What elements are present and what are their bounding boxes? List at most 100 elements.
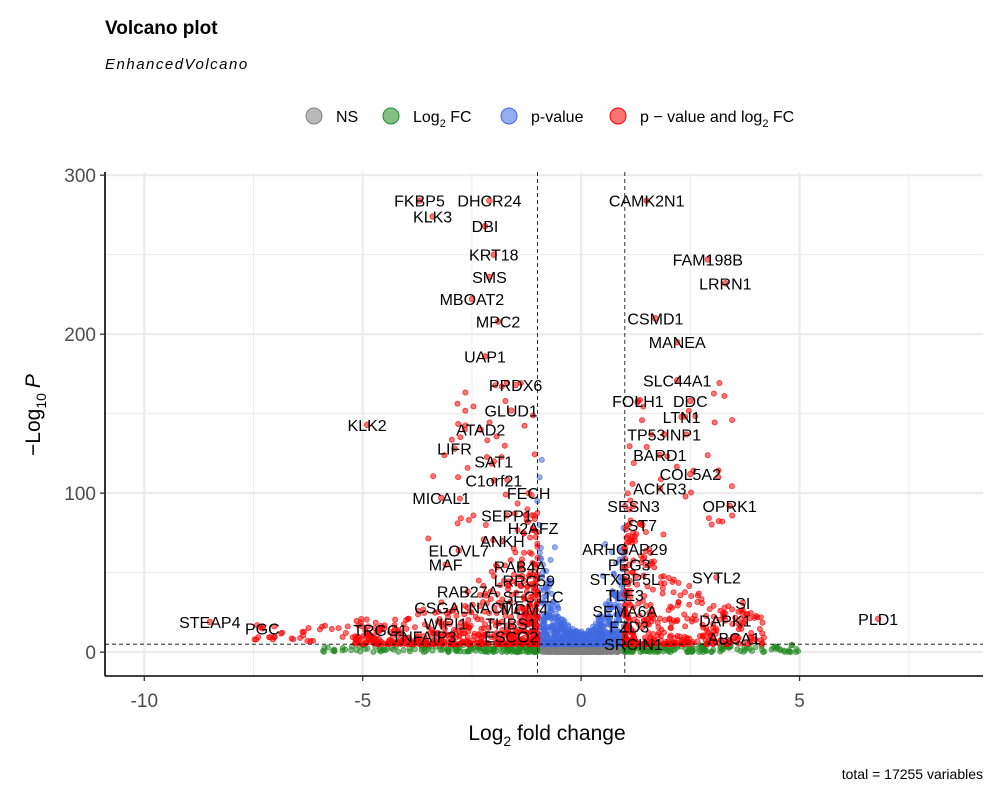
point-fc-p bbox=[634, 581, 641, 588]
chart-subtitle: EnhancedVolcano bbox=[105, 56, 249, 73]
point-fc-p bbox=[729, 417, 736, 424]
gene-label: ST7 bbox=[628, 518, 657, 535]
point-fc bbox=[734, 646, 741, 653]
gene-label: GLUD1 bbox=[485, 404, 538, 421]
point-fc-p bbox=[462, 389, 469, 396]
gene-label: LRRN1 bbox=[699, 276, 752, 293]
x-axis-title: Log2 fold change bbox=[468, 722, 625, 749]
point-p bbox=[608, 549, 615, 555]
point-p bbox=[569, 626, 576, 632]
gene-label: MBOAT2 bbox=[440, 292, 505, 309]
point-fc-p bbox=[354, 638, 361, 645]
gene-label: ACKR3 bbox=[633, 481, 686, 498]
points-fc-p bbox=[206, 197, 882, 648]
x-title-main: Log bbox=[468, 722, 503, 745]
point-fc-p bbox=[463, 637, 470, 644]
point-p bbox=[578, 639, 585, 646]
x-tick-label: 5 bbox=[794, 691, 805, 712]
point-fc bbox=[788, 642, 795, 648]
point-fc-p bbox=[650, 631, 656, 638]
y-tick-label: 300 bbox=[64, 166, 96, 187]
point-p bbox=[543, 582, 550, 588]
y-tick-label: 100 bbox=[64, 484, 96, 505]
gene-label: SLC44A1 bbox=[643, 373, 712, 390]
point-fc-p bbox=[682, 623, 689, 630]
gene-label: FZD3 bbox=[609, 620, 649, 637]
point-fc-p bbox=[425, 535, 432, 542]
point-fc-p bbox=[624, 490, 631, 497]
gene-label: SMS bbox=[472, 270, 507, 287]
point-p bbox=[602, 541, 609, 547]
x-tick-label: 0 bbox=[576, 691, 587, 712]
point-fc-p bbox=[478, 616, 485, 623]
point-fc-p bbox=[711, 419, 718, 426]
point-fc-p bbox=[462, 407, 469, 414]
legend-label-main: p-value bbox=[531, 109, 584, 126]
point-p bbox=[593, 638, 600, 645]
point-fc-p bbox=[639, 417, 645, 424]
point-fc-p bbox=[710, 390, 717, 397]
point-fc-p bbox=[454, 520, 461, 527]
point-fc bbox=[710, 646, 717, 653]
point-fc bbox=[445, 648, 452, 655]
gene-label: CSMD1 bbox=[627, 311, 683, 328]
point-fc bbox=[482, 647, 489, 654]
legend-swatch-fc_p bbox=[609, 107, 627, 125]
point-ns bbox=[594, 649, 601, 656]
point-fc bbox=[759, 646, 766, 653]
gene-label: MAF bbox=[429, 558, 463, 575]
gene-label: STXBP5L bbox=[590, 572, 660, 589]
legend-label: p-value bbox=[531, 109, 584, 126]
point-fc-p bbox=[526, 549, 533, 556]
point-fc-p bbox=[693, 616, 699, 623]
point-fc-p bbox=[455, 474, 462, 481]
gene-label: FECH bbox=[507, 486, 551, 503]
point-p bbox=[547, 556, 554, 563]
legend-label-sub: 2 bbox=[440, 118, 446, 130]
point-fc-p bbox=[470, 640, 477, 647]
point-p bbox=[551, 544, 558, 551]
point-fc-p bbox=[719, 518, 726, 525]
point-p bbox=[600, 572, 606, 579]
point-fc-p bbox=[656, 615, 663, 622]
gene-label: TLE3 bbox=[606, 588, 644, 605]
point-fc-p bbox=[665, 607, 672, 614]
gene-label: FAM198B bbox=[673, 252, 743, 269]
gene-label: PLD1 bbox=[858, 612, 898, 629]
y-title-sub: 10 bbox=[33, 393, 49, 409]
point-fc-p bbox=[521, 549, 528, 556]
point-fc bbox=[467, 648, 473, 654]
point-fc bbox=[364, 645, 371, 652]
legend: NS Log2 FC p-value p − value and log2 FC bbox=[305, 107, 794, 130]
point-fc-p bbox=[404, 616, 411, 622]
gridlines bbox=[105, 172, 983, 676]
point-fc-p bbox=[721, 392, 728, 399]
point-p bbox=[611, 589, 617, 596]
point-fc-p bbox=[524, 506, 531, 513]
point-p bbox=[552, 610, 559, 617]
point-fc-p bbox=[297, 634, 304, 641]
legend-label: Log2 FC bbox=[413, 109, 472, 130]
point-p bbox=[550, 598, 557, 605]
point-fc-p bbox=[658, 626, 665, 633]
point-p bbox=[615, 578, 622, 585]
gene-label: ESCO2 bbox=[484, 629, 538, 646]
legend-swatch-fc bbox=[382, 107, 400, 125]
point-p bbox=[591, 625, 598, 632]
gene-label: SRCIN1 bbox=[604, 637, 663, 654]
point-fc bbox=[689, 648, 696, 655]
gene-label: DBI bbox=[472, 219, 499, 236]
point-fc-p bbox=[670, 589, 677, 596]
point-fc bbox=[749, 648, 755, 655]
point-fc-p bbox=[521, 422, 528, 429]
gene-label: DHCR24 bbox=[457, 194, 521, 211]
point-ns bbox=[603, 646, 610, 653]
gene-label: RAB27A bbox=[437, 585, 499, 602]
point-fc-p bbox=[487, 596, 494, 603]
point-fc-p bbox=[695, 590, 702, 597]
point-p bbox=[562, 636, 569, 643]
point-fc-p bbox=[682, 589, 688, 596]
point-fc bbox=[429, 647, 436, 654]
point-fc-p bbox=[728, 483, 735, 490]
point-p bbox=[536, 474, 543, 481]
